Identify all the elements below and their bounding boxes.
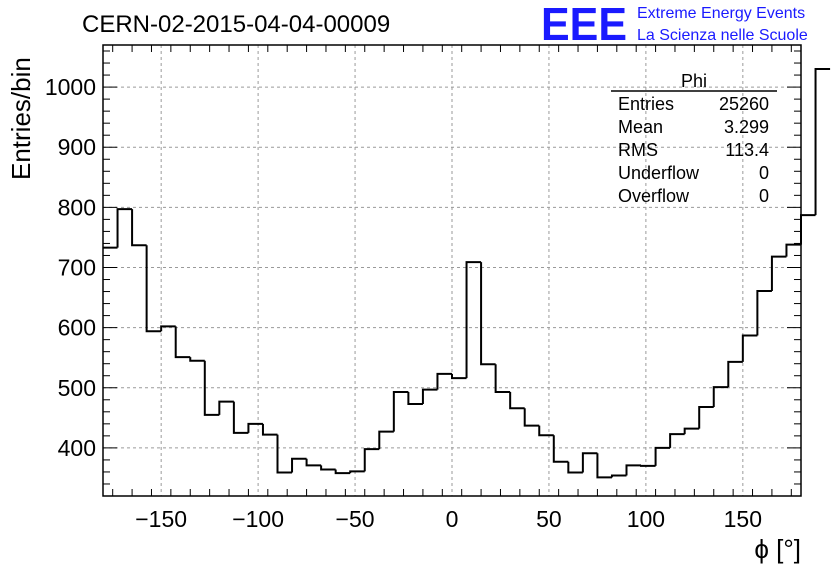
histogram-bin [654,446,671,466]
histogram-bin [174,326,191,359]
histogram-bin [247,422,263,433]
histogram-bin [567,461,583,474]
histogram-bin [334,469,351,475]
stats-row-label: Mean [618,117,663,137]
stats-row-label: Underflow [618,163,700,183]
histogram-bin [421,388,438,404]
x-tick-label: 0 [446,506,459,532]
stats-box: Phi Entries 25260 Mean 3.299 RMS 113.4 Underfl… [611,71,777,206]
histogram-bin [683,427,700,435]
histogram-bin [407,391,423,405]
histogram-bin [494,364,511,393]
x-axis-label: ϕ [°] [754,534,801,564]
histogram-bin [538,425,554,437]
histogram-bin [451,373,467,380]
histogram-bin [741,334,758,362]
histogram-bin [625,464,642,476]
histogram-bin [523,408,540,427]
tick-layer [103,45,801,496]
histogram-bin [349,470,365,474]
histogram-bin [785,243,801,257]
histogram-bin [712,386,729,408]
histogram-bin [640,464,656,467]
histogram-bin [392,390,409,432]
x-tick-label: 150 [724,506,762,532]
histogram-bin [261,423,278,436]
y-axis-label: Entries/bin [6,57,36,180]
stats-row-value: 25260 [719,94,769,114]
logo-letters: EEE [541,0,627,50]
histogram-bin [552,435,569,463]
histogram-bin [218,400,234,415]
y-tick-label: 400 [58,435,96,461]
y-tick-label: 700 [58,254,96,280]
histogram-bin [669,433,685,448]
stats-row-label: Overflow [618,186,690,206]
histogram-bin [378,430,394,450]
run-title: CERN-02-2015-04-04-00009 [82,11,390,38]
grid-layer [103,45,801,496]
logo-line2: La Scienza nelle Scuole [637,27,808,44]
stats-row-label: RMS [618,140,658,160]
histogram-bin [203,360,220,416]
tick-label-layer: −150 −100 −50 0 50 100 150 400 500 600 700 800 900 10… [45,74,762,532]
histogram-bin [610,474,627,478]
histogram-bin [276,434,293,474]
histogram-bin [320,465,336,471]
histogram-bin [145,245,162,333]
histogram-bin [232,401,249,434]
histogram-bin [305,458,322,467]
x-tick-label: −100 [232,506,284,532]
histogram-bin [363,448,380,472]
y-tick-label: 800 [58,194,96,220]
stats-row-value: 3.299 [724,117,769,137]
histogram-bin [465,261,482,379]
x-tick-label: −150 [135,506,187,532]
logo-line1: Extreme Energy Events [637,5,805,22]
histogram-bin [509,391,525,410]
histogram-bin [596,453,612,479]
x-tick-label: 50 [536,506,562,532]
histogram-layer [103,68,831,479]
histogram-bin [291,457,307,473]
stats-row-value: 113.4 [725,140,769,160]
histogram-bin [581,452,598,473]
histogram-bin [770,255,787,291]
y-tick-label: 900 [58,134,96,160]
histogram-bin [160,325,176,332]
histogram-bin [698,406,714,429]
histogram-bin [480,262,496,366]
stats-rows: Entries 25260 Mean 3.299 RMS 113.4 Underflow 0 O… [618,94,769,206]
x-tick-label: 100 [627,506,665,532]
y-tick-label: 500 [58,375,96,401]
histogram-bin [116,208,133,248]
histogram-bin [800,214,816,245]
histogram-bin [814,68,831,216]
stats-row-value: 0 [759,163,769,183]
stats-row-label: Entries [618,94,674,114]
stats-row-value: 0 [759,186,769,206]
histogram-bin [436,372,452,390]
y-tick-label: 1000 [45,74,96,100]
plot-frame [102,44,802,497]
x-tick-label: −50 [336,506,375,532]
histogram-bin [131,209,147,247]
y-tick-label: 600 [58,315,96,341]
stats-title: Phi [681,71,707,91]
histogram-bin [189,357,205,362]
histogram-bin [727,360,743,388]
histogram-bin [756,289,772,336]
